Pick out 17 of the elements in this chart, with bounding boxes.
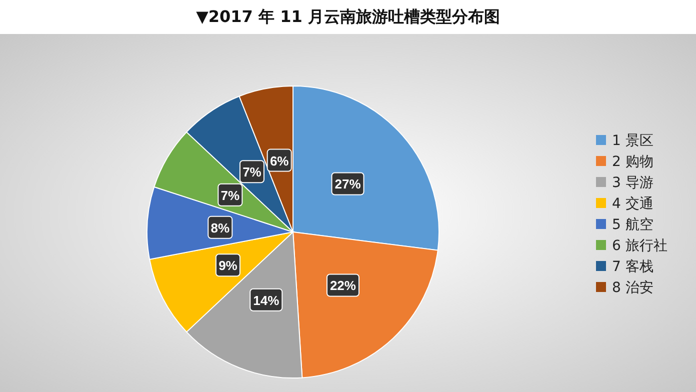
data-label: 6% [270, 153, 290, 168]
legend-label: 2 购物 [612, 154, 654, 170]
legend-label: 4 交通 [612, 196, 654, 212]
data-label: 14% [253, 292, 280, 308]
chart-title: ▼2017 年 11 月云南旅游吐槽类型分布图 [196, 7, 500, 26]
data-label: 7% [242, 164, 262, 180]
data-label: 27% [334, 176, 362, 192]
data-label: 22% [330, 278, 356, 294]
data-label: 8% [210, 220, 230, 236]
legend-label: 1 景区 [612, 133, 654, 149]
legend-label: 3 导游 [612, 175, 654, 191]
legend-label: 7 客栈 [612, 259, 654, 275]
legend-label: 6 旅行社 [612, 238, 668, 254]
data-label: 9% [218, 258, 238, 274]
data-label: 7% [220, 188, 240, 203]
legend-label: 5 航空 [612, 217, 654, 233]
legend-label: 8 治安 [612, 280, 654, 296]
